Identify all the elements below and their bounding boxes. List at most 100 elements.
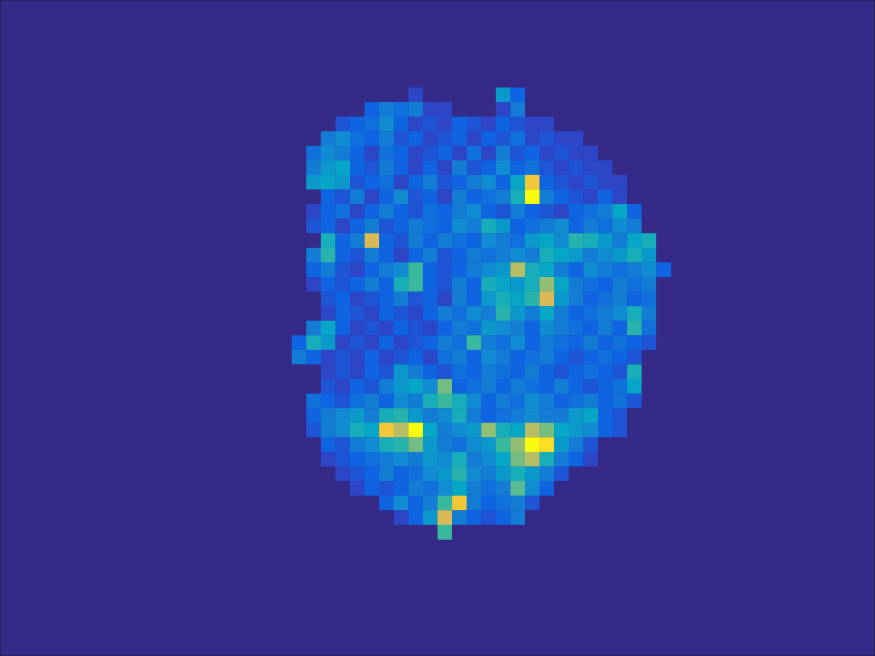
heatmap-cell: [656, 175, 671, 190]
heatmap-cell: [540, 364, 555, 379]
heatmap-cell: [335, 350, 350, 365]
heatmap-cell: [408, 117, 423, 132]
heatmap-cell: [656, 466, 671, 481]
heatmap-cell: [569, 292, 584, 307]
heatmap-cell: [642, 466, 657, 481]
heatmap-cell: [627, 481, 642, 496]
heatmap-cell: [613, 160, 628, 175]
heatmap-cell: [292, 117, 307, 132]
heatmap-cell: [365, 379, 380, 394]
heatmap-cell: [408, 321, 423, 336]
heatmap-cell: [569, 131, 584, 146]
heatmap-cell: [583, 466, 598, 481]
heatmap-cell: [379, 335, 394, 350]
heatmap-cell: [365, 510, 380, 525]
heatmap-cell: [423, 117, 438, 132]
heatmap-cell: [379, 408, 394, 423]
heatmap-cell: [379, 190, 394, 205]
heatmap-cell: [510, 335, 525, 350]
heatmap-cell: [467, 335, 482, 350]
heatmap-cell: [438, 306, 453, 321]
heatmap-cell: [496, 102, 511, 117]
heatmap-cell: [525, 175, 540, 190]
heatmap-cell: [292, 408, 307, 423]
heatmap-cell: [467, 496, 482, 511]
heatmap-cell: [379, 394, 394, 409]
heatmap-cell: [510, 525, 525, 540]
heatmap-cell: [365, 248, 380, 263]
heatmap-cell: [496, 394, 511, 409]
heatmap-cell: [335, 496, 350, 511]
heatmap-cell: [656, 394, 671, 409]
heatmap-cell: [642, 292, 657, 307]
heatmap-cell: [438, 262, 453, 277]
heatmap-cell: [525, 87, 540, 102]
heatmap-cell: [525, 262, 540, 277]
heatmap-cell: [627, 219, 642, 234]
heatmap-cell: [365, 190, 380, 205]
heatmap-cell: [481, 379, 496, 394]
heatmap-cell: [452, 481, 467, 496]
heatmap-cell: [365, 452, 380, 467]
heatmap-cell: [423, 321, 438, 336]
heatmap-cell: [394, 466, 409, 481]
heatmap-cell: [306, 102, 321, 117]
heatmap-cell: [642, 248, 657, 263]
heatmap-cell: [394, 423, 409, 438]
heatmap-cell: [554, 292, 569, 307]
heatmap-cell: [423, 423, 438, 438]
heatmap-cell: [467, 364, 482, 379]
heatmap-cell: [306, 408, 321, 423]
heatmap-cell: [365, 481, 380, 496]
heatmap-cell: [481, 292, 496, 307]
heatmap-cell: [496, 466, 511, 481]
heatmap-cell: [598, 175, 613, 190]
heatmap-cell: [452, 204, 467, 219]
heatmap-cell: [394, 87, 409, 102]
heatmap-cell: [583, 175, 598, 190]
heatmap-cell: [656, 102, 671, 117]
heatmap-cell: [583, 496, 598, 511]
heatmap-cell: [365, 146, 380, 161]
heatmap-cell: [510, 394, 525, 409]
heatmap-cell: [306, 481, 321, 496]
heatmap-cell: [321, 364, 336, 379]
heatmap-cell: [642, 262, 657, 277]
heatmap-cell: [540, 204, 555, 219]
heatmap-cell: [467, 160, 482, 175]
heatmap-cell: [627, 277, 642, 292]
heatmap-cell: [321, 117, 336, 132]
heatmap-cell: [452, 219, 467, 234]
heatmap-cell: [467, 408, 482, 423]
heatmap-cell: [598, 452, 613, 467]
heatmap-cell: [598, 102, 613, 117]
plot-background: [0, 0, 875, 656]
heatmap-cell: [335, 408, 350, 423]
heatmap-cell: [365, 335, 380, 350]
heatmap-cell: [306, 87, 321, 102]
heatmap-cell: [554, 525, 569, 540]
heatmap-cell: [583, 277, 598, 292]
heatmap-cell: [642, 525, 657, 540]
heatmap-cell: [306, 190, 321, 205]
heatmap-cell: [525, 423, 540, 438]
heatmap-cell: [408, 306, 423, 321]
heatmap-cell: [438, 146, 453, 161]
heatmap-cell: [656, 437, 671, 452]
heatmap-cell: [394, 452, 409, 467]
heatmap-cell: [583, 394, 598, 409]
heatmap-cell: [350, 146, 365, 161]
heatmap-cell: [394, 525, 409, 540]
heatmap-cell: [292, 364, 307, 379]
heatmap-cell: [467, 146, 482, 161]
heatmap-cell: [335, 131, 350, 146]
heatmap-cell: [627, 87, 642, 102]
heatmap-cell: [510, 204, 525, 219]
heatmap-cell: [365, 408, 380, 423]
heatmap-cell: [438, 481, 453, 496]
heatmap-cell: [627, 117, 642, 132]
heatmap-cell: [540, 335, 555, 350]
heatmap-cell: [642, 175, 657, 190]
heatmap-cell: [627, 364, 642, 379]
heatmap-cell: [554, 437, 569, 452]
